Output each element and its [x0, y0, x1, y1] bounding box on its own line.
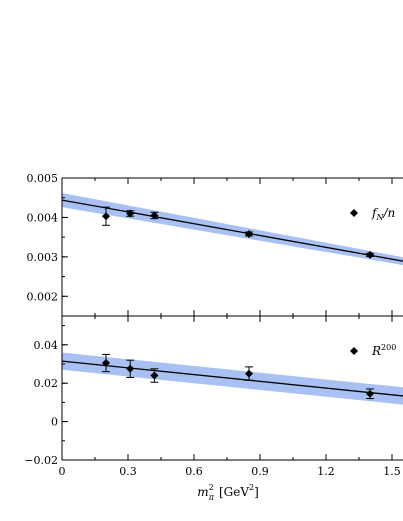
- diamond-marker: [150, 211, 159, 220]
- data-point: [126, 209, 135, 218]
- legend-marker: [350, 347, 358, 355]
- legend-label: fN/n: [371, 206, 395, 222]
- data-point: [102, 206, 110, 226]
- x-tick-label: 1.5: [383, 465, 401, 478]
- diamond-marker: [126, 209, 135, 218]
- y-tick-label: 0.02: [34, 377, 59, 390]
- x-tick-label: 0: [59, 465, 66, 478]
- panel-frames: [61, 177, 403, 461]
- plot-area: [62, 352, 403, 405]
- diamond-marker: [102, 212, 110, 221]
- data-point: [245, 229, 253, 238]
- legend-label: R200: [371, 343, 396, 358]
- data-point: [150, 211, 159, 220]
- diamond-marker: [245, 369, 253, 378]
- y-tick-label: −0.02: [24, 454, 58, 467]
- y-tick-label: 0.002: [27, 290, 59, 303]
- y-tick-label: 0.004: [27, 211, 59, 224]
- y-tick-label: 0.04: [34, 339, 59, 352]
- top-panel: 0.002 0.003 0.004 0.005 fN/n: [27, 172, 403, 317]
- fit-line: [62, 199, 403, 262]
- data-point: [366, 250, 374, 259]
- y-tick-label: 0.003: [27, 251, 59, 264]
- legend: R200: [350, 343, 396, 358]
- data-point: [366, 388, 374, 400]
- diamond-marker: [245, 229, 253, 238]
- data-point: [150, 368, 159, 383]
- diamond-marker: [150, 371, 159, 380]
- data-point: [126, 359, 135, 378]
- x-tick-label: 0.9: [251, 465, 269, 478]
- plot-area: [62, 192, 403, 266]
- diamond-marker: [366, 250, 374, 259]
- x-tick-label: 0.6: [185, 465, 203, 478]
- data-point: [245, 366, 253, 381]
- diamond-marker: [126, 364, 135, 373]
- fit-line: [62, 360, 403, 397]
- x-tick-label: 0.3: [119, 465, 137, 478]
- diamond-marker: [366, 389, 374, 398]
- x-tick-label: 1.2: [317, 465, 335, 478]
- y-tick-label: 0.005: [27, 172, 59, 185]
- legend-marker: [350, 209, 358, 217]
- y-tick-label: 0: [51, 416, 58, 429]
- error-band: [62, 192, 403, 266]
- diamond-marker: [102, 359, 110, 368]
- legend: fN/n: [350, 206, 395, 222]
- x-axis-label: m2 π [GeV2]: [197, 483, 259, 502]
- data-point: [102, 353, 110, 373]
